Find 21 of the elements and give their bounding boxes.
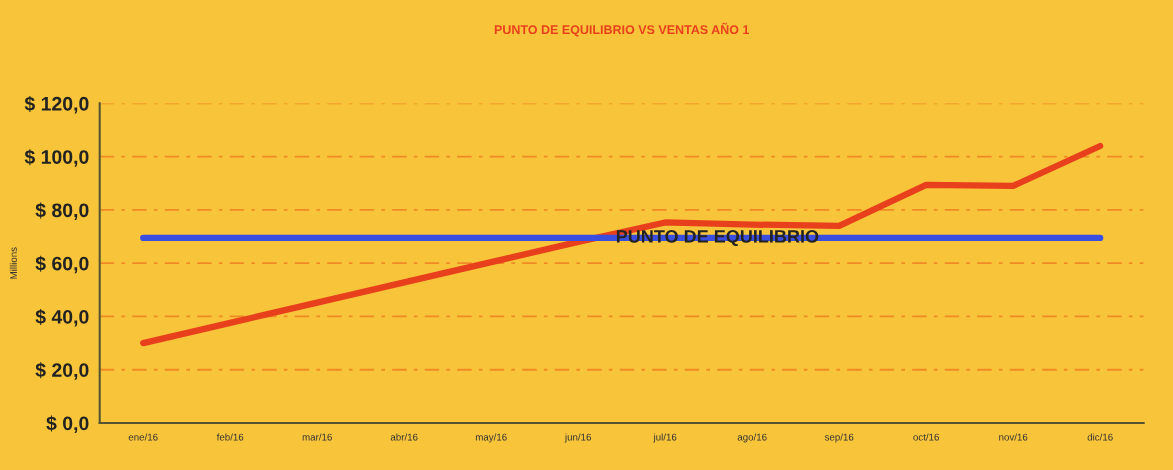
y-tick-label: $ 40,0: [35, 309, 89, 327]
x-tick-label: nov/16: [999, 433, 1028, 441]
x-tick-label: mar/16: [302, 433, 332, 441]
x-tick-label: oct/16: [913, 433, 939, 441]
y-axis-title: Millions: [9, 247, 17, 279]
y-tick-label: $ 80,0: [35, 202, 89, 220]
y-tick-label: $ 20,0: [35, 362, 89, 380]
x-tick-label: abr/16: [390, 433, 418, 441]
x-tick-label: jul/16: [653, 433, 677, 443]
x-tick-label: may/16: [475, 433, 507, 443]
x-tick-label: feb/16: [216, 433, 244, 441]
x-tick-label: sep/16: [824, 433, 854, 443]
y-tick-label: $ 60,0: [35, 255, 89, 274]
y-tick-label: $ 100,0: [24, 149, 89, 167]
x-tick-label: jun/16: [564, 433, 592, 443]
y-tick-label: $ 120,0: [24, 96, 89, 114]
x-tick-label: dic/16: [1087, 433, 1113, 441]
x-tick-label: ago/16: [737, 433, 767, 443]
chart-title: PUNTO DE EQUILIBRIO VS VENTAS AÑO 1: [494, 22, 750, 37]
x-tick-label: ene/16: [128, 433, 158, 441]
y-tick-label: $ 0,0: [46, 415, 89, 434]
